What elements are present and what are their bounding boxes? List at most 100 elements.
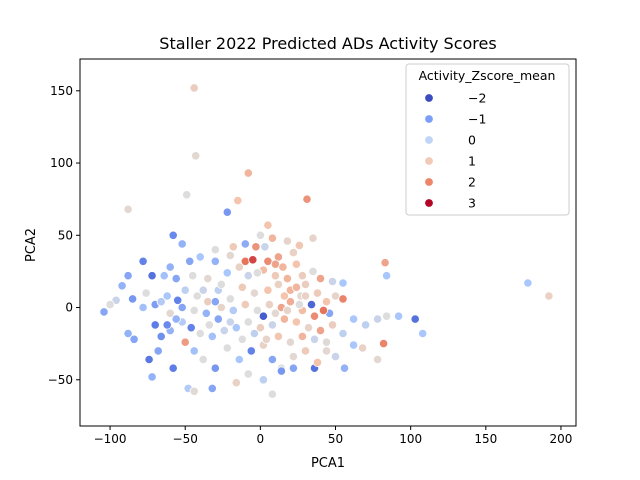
data-point	[189, 346, 199, 356]
data-point	[165, 308, 175, 318]
data-point	[308, 266, 318, 276]
y-axis-label: PCA2	[24, 228, 39, 262]
legend: Activity_Zscore_mean −2 −1 0 1 2 3	[405, 63, 570, 216]
data-point	[182, 190, 192, 200]
data-point	[276, 366, 286, 376]
legend-marker	[424, 198, 434, 208]
data-point	[312, 288, 323, 298]
data-point	[243, 168, 253, 178]
data-point	[294, 240, 304, 250]
legend-marker	[424, 135, 434, 145]
data-point	[138, 302, 148, 313]
legend-label: 3	[468, 196, 476, 211]
data-point	[105, 299, 115, 310]
data-point	[372, 314, 383, 324]
data-point	[261, 334, 271, 344]
data-point	[267, 320, 277, 330]
data-point	[177, 239, 187, 249]
data-point	[258, 311, 268, 321]
data-point	[410, 314, 420, 324]
data-point	[321, 337, 332, 347]
data-point	[264, 299, 274, 310]
data-point	[523, 278, 533, 288]
data-point	[285, 337, 295, 347]
data-point	[204, 320, 214, 330]
data-point	[189, 305, 199, 315]
data-point	[273, 331, 283, 341]
x-tick-label: 150	[474, 432, 497, 446]
y-tick-label: 50	[58, 228, 73, 242]
data-point	[195, 328, 205, 339]
x-tick-label: 200	[550, 432, 573, 446]
data-point	[156, 297, 166, 307]
data-point	[189, 83, 199, 93]
data-point	[159, 271, 169, 281]
x-axis: −100 −50 0 50 100 150 200	[94, 426, 573, 446]
data-point	[282, 273, 292, 284]
data-point	[180, 285, 190, 295]
y-tick-label: 100	[50, 156, 73, 170]
data-point	[309, 334, 320, 344]
data-point	[198, 285, 208, 295]
data-point	[213, 314, 223, 324]
data-point	[210, 256, 220, 266]
data-point	[318, 305, 329, 315]
data-point	[285, 297, 295, 307]
data-point	[171, 273, 181, 284]
legend-box	[405, 63, 570, 216]
data-point	[231, 378, 241, 388]
legend-label: 0	[468, 133, 476, 148]
data-point	[418, 328, 428, 339]
legend-marker	[424, 177, 434, 187]
data-point	[150, 320, 160, 330]
data-point	[138, 256, 148, 266]
data-point	[263, 285, 273, 295]
data-point	[380, 258, 390, 268]
data-point	[327, 276, 338, 287]
data-point	[308, 233, 318, 243]
data-point	[267, 389, 277, 399]
data-point	[237, 334, 247, 344]
data-point	[339, 363, 350, 373]
data-point	[147, 372, 157, 382]
y-tick-label: 0	[65, 301, 73, 315]
data-point	[153, 346, 163, 356]
y-axis: −50 0 50 100 150	[48, 84, 80, 387]
data-point	[291, 282, 301, 292]
x-tick-label: 0	[257, 432, 265, 446]
data-point	[144, 354, 154, 365]
x-tick-label: −100	[94, 432, 127, 446]
chart-title: Staller 2022 Predicted ADs Activity Scor…	[159, 34, 496, 53]
data-point	[252, 268, 262, 278]
data-point	[309, 311, 320, 321]
legend-marker	[424, 114, 434, 124]
data-point	[294, 299, 304, 310]
data-point	[246, 346, 256, 356]
legend-label: −2	[468, 91, 486, 106]
data-point	[288, 351, 298, 362]
data-point	[372, 354, 383, 365]
data-point	[378, 338, 389, 349]
data-point	[321, 346, 332, 356]
data-point	[348, 314, 359, 324]
data-point	[188, 271, 198, 281]
data-point	[207, 383, 217, 393]
legend-marker	[424, 156, 434, 166]
data-point	[225, 317, 235, 327]
data-point	[185, 256, 195, 266]
data-point	[99, 307, 109, 317]
data-point	[282, 236, 292, 246]
data-point	[186, 323, 196, 333]
data-point	[348, 340, 359, 350]
data-point	[270, 308, 280, 318]
data-point	[141, 288, 151, 298]
plot-frame	[79, 58, 577, 427]
data-point	[240, 239, 250, 249]
data-point	[189, 386, 199, 396]
data-point	[260, 242, 270, 252]
data-point	[210, 297, 220, 307]
data-point	[162, 291, 172, 301]
data-point	[267, 354, 277, 365]
data-point	[279, 291, 289, 301]
data-point	[231, 323, 241, 333]
